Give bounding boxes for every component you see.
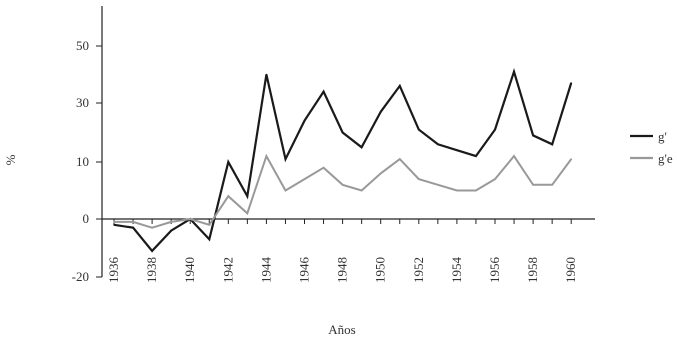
data-point (303, 178, 306, 180)
y-tick-label: -20 (72, 269, 89, 284)
data-point (284, 189, 287, 192)
y-axis-title: % (3, 154, 18, 165)
x-tick-label: 1956 (487, 257, 502, 284)
data-point (208, 238, 211, 241)
data-point (227, 161, 230, 163)
series-2 (113, 153, 573, 229)
data-point (570, 82, 572, 84)
data-point (418, 178, 420, 180)
data-point (551, 143, 553, 146)
data-point (398, 85, 401, 87)
data-point (341, 131, 344, 134)
data-point (113, 224, 115, 226)
data-point (570, 158, 572, 160)
data-point (265, 73, 268, 76)
data-point (551, 184, 553, 186)
data-point (398, 158, 401, 160)
chart-axes (101, 6, 595, 277)
x-axis-ticks: 1936 1938 1940 1942 1944 1946 1948 1950 1952 1954… (106, 219, 578, 283)
data-point (170, 221, 172, 223)
data-point (360, 189, 363, 192)
data-point (284, 158, 287, 160)
data-point (170, 229, 172, 232)
data-point (322, 166, 325, 169)
y-tick-label: 0 (83, 211, 90, 226)
x-tick-label: 1946 (297, 257, 312, 284)
data-point (456, 189, 458, 192)
data-point (418, 128, 420, 131)
data-point (151, 226, 153, 229)
data-point (189, 218, 191, 220)
data-point (513, 155, 515, 157)
data-point (475, 155, 477, 157)
legend-label: g' (658, 129, 667, 144)
data-point (322, 90, 325, 93)
data-point (494, 128, 496, 131)
data-point (532, 134, 534, 137)
series-layer (113, 68, 573, 253)
x-tick-label: 1950 (373, 257, 388, 283)
x-tick-label: 1958 (525, 257, 540, 283)
x-tick-label: 1952 (411, 257, 426, 283)
data-point (475, 189, 477, 192)
y-tick-label: 10 (76, 154, 89, 169)
data-point (132, 221, 134, 223)
legend-label: g'e (658, 151, 673, 166)
y-tick-label: 50 (76, 38, 89, 53)
data-point (132, 226, 134, 229)
data-point (246, 195, 249, 197)
x-tick-label: 1948 (335, 257, 350, 283)
data-point (341, 184, 344, 186)
data-point (246, 212, 249, 215)
series-1 (113, 68, 573, 253)
y-axis-ticks: 50 30 10 0 -20 (72, 38, 102, 284)
chart-legend: g' g'e (630, 129, 673, 166)
series-line (113, 68, 573, 253)
data-point (265, 155, 268, 157)
series-line (114, 153, 573, 229)
data-point (379, 172, 382, 175)
y-tick-label: 30 (76, 95, 89, 110)
data-point (437, 184, 439, 186)
x-tick-label: 1938 (144, 257, 159, 283)
x-axis-title: Años (328, 322, 355, 337)
data-point (208, 224, 211, 226)
data-point (456, 149, 458, 151)
x-tick-label: 1936 (106, 257, 121, 284)
x-tick-label: 1954 (449, 257, 464, 284)
data-point (494, 178, 496, 180)
x-tick-label: 1940 (182, 257, 197, 283)
x-tick-label: 1960 (563, 257, 578, 283)
data-point (513, 70, 515, 73)
data-point (532, 184, 534, 186)
data-point (113, 221, 115, 223)
data-point (303, 119, 306, 122)
x-tick-label: 1944 (258, 257, 273, 284)
data-point (360, 146, 363, 149)
data-point (437, 143, 439, 146)
data-point (379, 111, 382, 113)
x-tick-label: 1942 (220, 257, 235, 283)
data-point (227, 195, 230, 197)
data-point (151, 250, 153, 252)
